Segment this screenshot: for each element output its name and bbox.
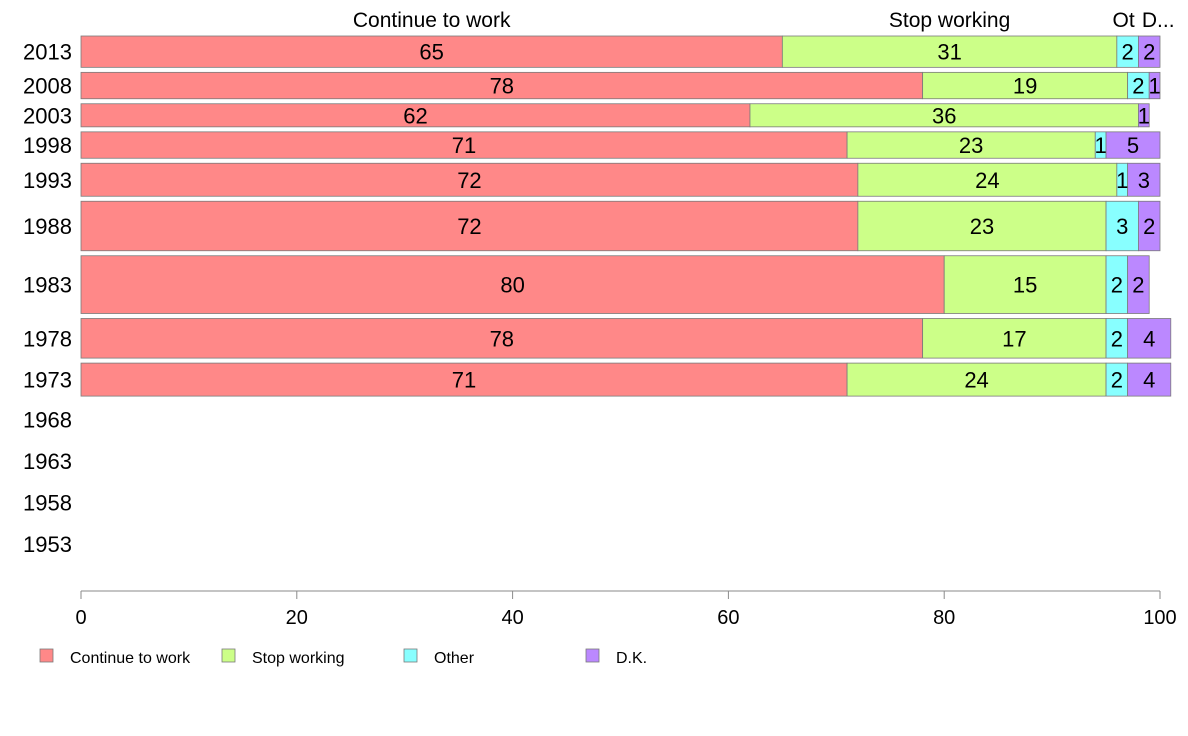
- bar-value-label: 5: [1127, 133, 1139, 158]
- x-tick-label: 0: [75, 607, 86, 629]
- y-tick-label: 1988: [23, 214, 72, 239]
- x-tick-label: 20: [286, 607, 308, 629]
- bar-segment-2008-1: [922, 71, 1129, 100]
- bar-value-label: 1: [1148, 74, 1160, 99]
- bar-value-label: 23: [970, 214, 994, 239]
- bar-segment-2008-3: [1148, 71, 1161, 100]
- y-axis-labels: 2013 2008 2003 1998 1993 1988 1983 1978 1973 1968…: [23, 40, 72, 557]
- bar-segment-2013-0: [80, 35, 783, 68]
- bar-value-label: 2: [1122, 40, 1134, 65]
- bar-segment-1993-0: [80, 162, 859, 197]
- top-label-2: Ot: [1113, 9, 1135, 32]
- bar-value-label: 78: [490, 74, 514, 99]
- bar-value-label: 24: [975, 168, 999, 193]
- bar-segment-2013-3: [1138, 35, 1161, 68]
- legend-label-0: Continue to work: [70, 650, 191, 667]
- y-tick-label: 1993: [23, 168, 72, 193]
- top-series-labels: Continue to work Stop working Ot D...: [353, 9, 1175, 32]
- bar-value-labels: 65 31 2 278 19 2 162 36 171 23 1 572 24 1 372 23 3 280 15 2…: [403, 40, 1160, 393]
- bar-segment-1988-2: [1105, 200, 1139, 252]
- bar-segment-1983-3: [1127, 255, 1150, 314]
- y-tick-label: 2013: [23, 40, 72, 65]
- bar-value-label: 72: [457, 168, 481, 193]
- legend-swatch-2: [403, 648, 418, 663]
- y-tick-label: 1978: [23, 326, 72, 351]
- y-tick-label: 1958: [23, 490, 72, 515]
- legend-swatch-1: [221, 648, 236, 663]
- bar-segment-1978-0: [80, 318, 924, 359]
- top-label-1: Stop working: [889, 9, 1010, 32]
- bar-value-label: 4: [1143, 326, 1155, 351]
- bar-segment-1993-3: [1127, 162, 1161, 197]
- bar-segment-1998-1: [846, 131, 1096, 159]
- bar-segment-1973-0: [80, 362, 848, 397]
- bar-value-label: 24: [964, 368, 988, 393]
- x-tick-label: 60: [717, 607, 739, 629]
- legend-label-1: Stop working: [252, 650, 345, 667]
- bar-value-label: 3: [1116, 214, 1128, 239]
- x-tick-label: 80: [933, 607, 955, 629]
- y-tick-label: 1968: [23, 407, 72, 432]
- y-tick-label: 1963: [23, 449, 72, 474]
- bar-segment-2013-1: [781, 35, 1118, 68]
- x-tick-label: 100: [1143, 607, 1176, 629]
- bar-value-label: 2: [1132, 273, 1144, 298]
- bar-segment-1998-0: [80, 131, 848, 159]
- y-tick-label: 1983: [23, 273, 72, 298]
- y-tick-label: 1998: [23, 133, 72, 158]
- bar-value-label: 1: [1138, 103, 1150, 128]
- bars: [80, 35, 1172, 397]
- bar-value-label: 62: [403, 103, 427, 128]
- bar-segment-1988-1: [857, 200, 1107, 252]
- bar-segment-2003-3: [1138, 103, 1150, 128]
- bar-value-label: 2: [1111, 326, 1123, 351]
- bar-value-label: 80: [500, 273, 524, 298]
- y-tick-label: 1953: [23, 532, 72, 557]
- bar-value-label: 15: [1013, 273, 1037, 298]
- x-axis: 0 20 40 60 80 100: [75, 590, 1177, 629]
- x-tick-label: 40: [501, 607, 523, 629]
- bar-segment-1998-3: [1105, 131, 1161, 159]
- bar-value-label: 2: [1143, 40, 1155, 65]
- bar-value-label: 3: [1138, 168, 1150, 193]
- bar-value-label: 19: [1013, 74, 1037, 99]
- bar-segment-1973-3: [1127, 362, 1172, 397]
- legend-label-2: Other: [434, 650, 475, 667]
- bar-value-label: 36: [932, 103, 956, 128]
- bar-segment-1978-3: [1127, 318, 1172, 359]
- bar-segment-1993-1: [857, 162, 1118, 197]
- bar-segment-1983-0: [80, 255, 945, 314]
- bar-value-label: 65: [419, 40, 443, 65]
- bar-value-label: 2: [1143, 214, 1155, 239]
- legend-swatch-0: [39, 648, 54, 663]
- bar-value-label: 78: [490, 326, 514, 351]
- bar-segment-1983-1: [943, 255, 1107, 314]
- legend: Continue to work Stop working Other D.K.: [39, 648, 647, 667]
- y-tick-label: 2008: [23, 74, 72, 99]
- bar-value-label: 17: [1002, 326, 1026, 351]
- bar-segment-1988-3: [1138, 200, 1161, 252]
- bar-segment-1988-0: [80, 200, 859, 252]
- legend-swatch-3: [585, 648, 600, 663]
- legend-label-3: D.K.: [616, 650, 647, 667]
- bar-value-label: 71: [452, 133, 476, 158]
- bar-value-label: 71: [452, 368, 476, 393]
- bar-segment-1978-1: [922, 318, 1107, 359]
- bar-value-label: 31: [937, 40, 961, 65]
- bar-value-label: 1: [1095, 133, 1107, 158]
- y-tick-label: 2003: [23, 103, 72, 128]
- y-tick-label: 1973: [23, 368, 72, 393]
- bar-value-label: 2: [1132, 74, 1144, 99]
- top-label-3: D...: [1142, 9, 1175, 32]
- bar-value-label: 23: [959, 133, 983, 158]
- bar-value-label: 2: [1111, 368, 1123, 393]
- bar-value-label: 2: [1111, 273, 1123, 298]
- bar-value-label: 4: [1143, 368, 1155, 393]
- bar-value-label: 72: [457, 214, 481, 239]
- bar-value-label: 1: [1116, 168, 1128, 193]
- top-label-0: Continue to work: [353, 9, 511, 32]
